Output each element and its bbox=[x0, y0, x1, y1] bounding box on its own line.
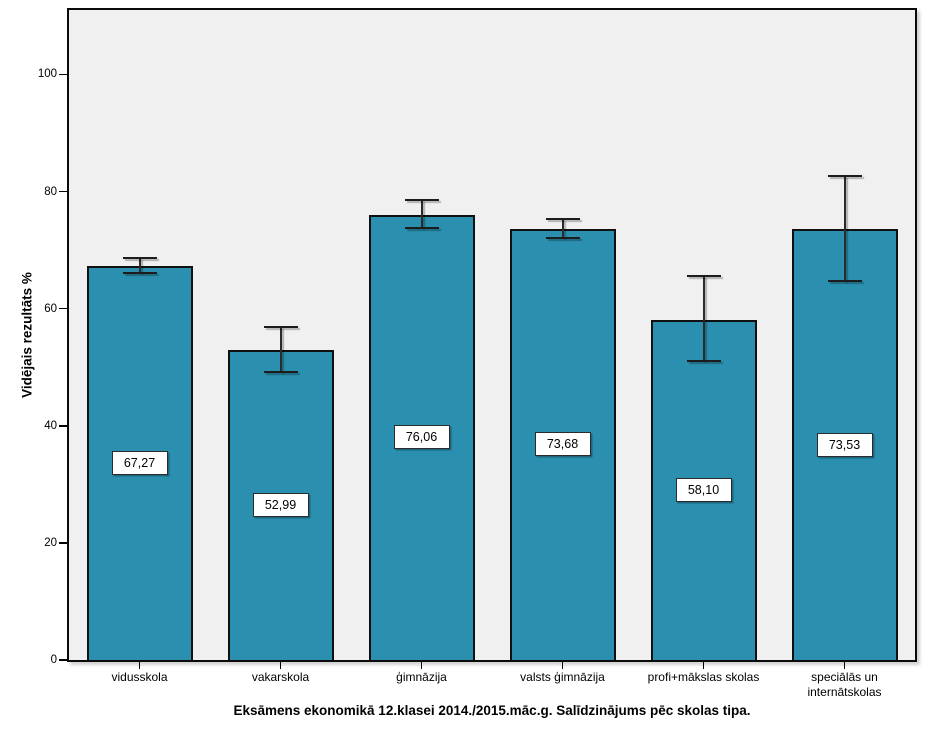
error-bar-line bbox=[702, 276, 705, 361]
plot-frame: 67,27 52,99 76,06 73,68 58,10 73,53 bbox=[67, 8, 917, 662]
error-bar-cap-bottom bbox=[686, 359, 721, 362]
x-tick-label: ģimnāzija bbox=[396, 670, 447, 684]
error-bar-line bbox=[843, 175, 846, 281]
x-tick-label: speciālās un internātskolas bbox=[807, 670, 882, 699]
y-tick-label: 0 bbox=[50, 654, 57, 666]
bar-value-label: 73,68 bbox=[534, 432, 591, 457]
error-bar-cap-top bbox=[122, 257, 157, 260]
x-tick-label: vidusskola bbox=[111, 670, 168, 684]
error-bar-cap-bottom bbox=[404, 226, 439, 229]
x-tick-mark bbox=[561, 662, 564, 669]
error-bar-cap-bottom bbox=[545, 236, 580, 239]
y-tick-label: 40 bbox=[44, 419, 57, 432]
y-tick-label: 100 bbox=[37, 68, 57, 81]
bar-value-label: 58,10 bbox=[675, 477, 732, 502]
error-bar-line bbox=[561, 219, 564, 238]
error-bar-cap-bottom bbox=[122, 271, 157, 274]
x-tick-mark bbox=[279, 662, 282, 669]
y-tick-mark bbox=[59, 424, 67, 427]
y-tick-mark bbox=[59, 542, 67, 544]
y-tick-label: 20 bbox=[44, 536, 57, 549]
x-tick-mark bbox=[702, 662, 705, 669]
x-tick-mark bbox=[843, 662, 846, 669]
chart-title: Eksāmens ekonomikā 12.klasei 2014./2015.… bbox=[233, 703, 751, 718]
plot-area: 67,27 52,99 76,06 73,68 58,10 73,53 bbox=[69, 10, 915, 660]
error-bar-cap-top bbox=[263, 325, 298, 328]
x-tick-mark bbox=[420, 662, 423, 669]
error-bar-line bbox=[138, 258, 141, 273]
y-tick-mark bbox=[59, 190, 67, 193]
error-bar-line bbox=[279, 326, 282, 372]
error-bar-cap-top bbox=[545, 218, 580, 221]
error-bar-cap-bottom bbox=[263, 370, 298, 373]
y-tick-mark bbox=[59, 307, 67, 310]
x-tick-label: vakarskola bbox=[251, 670, 310, 684]
y-tick-label: 60 bbox=[44, 302, 57, 315]
x-tick-label: valsts ģimnāzija bbox=[520, 670, 605, 684]
bar-value-label: 76,06 bbox=[393, 425, 450, 450]
error-bar-cap-top bbox=[827, 174, 862, 177]
bar-value-label: 73,53 bbox=[816, 432, 873, 457]
error-bar-cap-top bbox=[404, 199, 439, 202]
y-tick-mark bbox=[59, 659, 67, 661]
bar-value-label: 52,99 bbox=[252, 492, 309, 517]
error-bar-line bbox=[420, 200, 423, 228]
y-tick-label: 80 bbox=[44, 185, 57, 198]
x-tick-mark bbox=[138, 662, 141, 669]
error-bar-cap-top bbox=[686, 275, 721, 278]
bar-value-label: 67,27 bbox=[111, 451, 168, 476]
y-tick-mark bbox=[59, 73, 67, 76]
y-axis-title: Vidējais rezultāts % bbox=[19, 272, 35, 398]
error-bar-cap-bottom bbox=[827, 279, 862, 282]
x-tick-label: profi+mākslas skolas bbox=[647, 670, 760, 684]
